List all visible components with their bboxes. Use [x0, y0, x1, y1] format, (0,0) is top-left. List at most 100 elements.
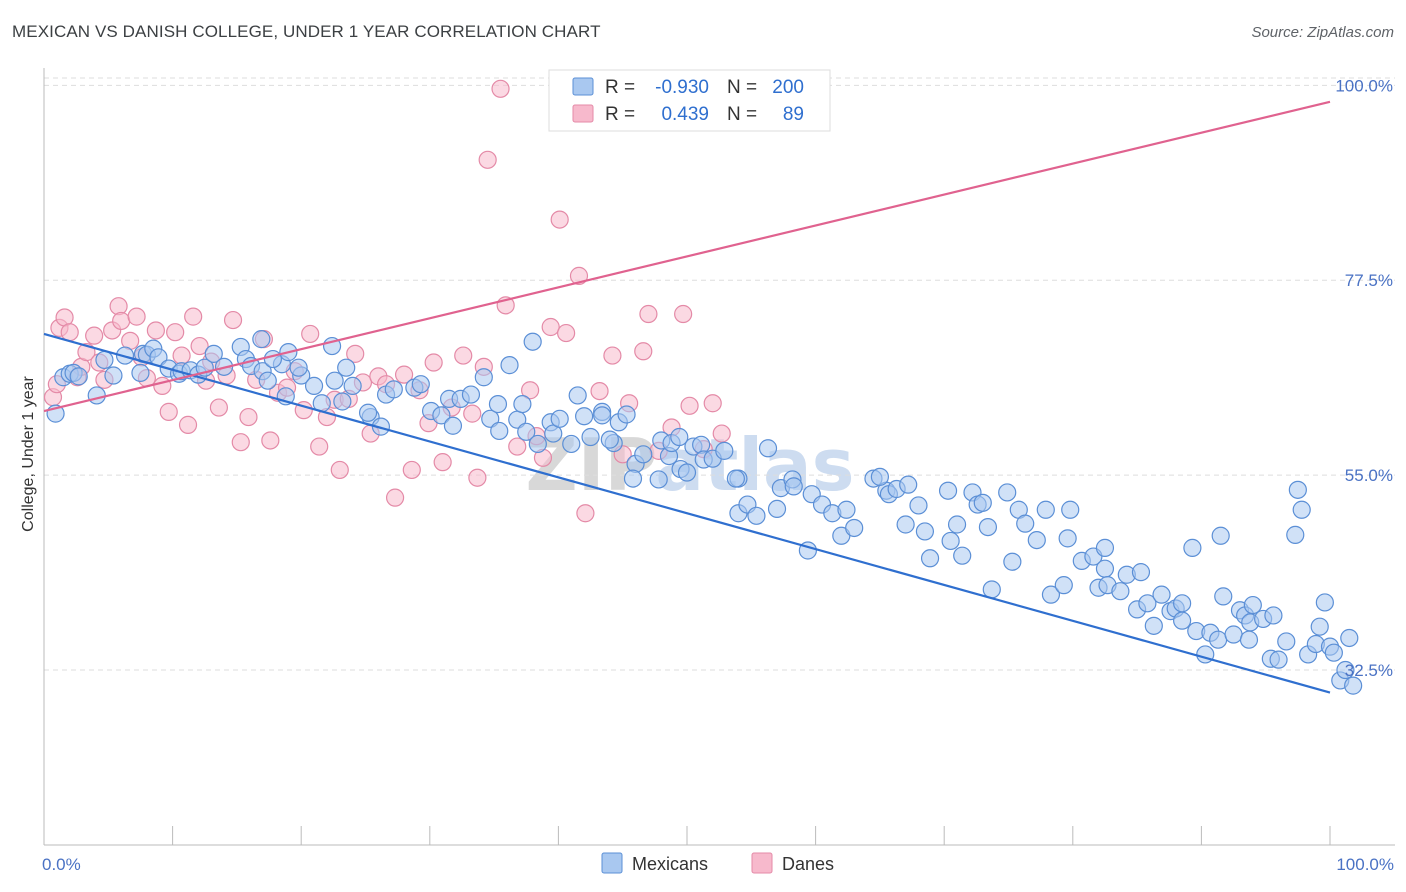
- danes-point: [146, 321, 165, 340]
- danes-point: [239, 407, 258, 427]
- legend-box: R = -0.930 N = 200 R = 0.439 N = 89: [548, 69, 831, 132]
- danes-points: [43, 79, 731, 523]
- mexicans-point: [941, 531, 960, 551]
- mexicans-point: [490, 421, 509, 441]
- danes-point: [603, 346, 622, 365]
- legend-n-value-mexicans: 200: [772, 77, 804, 98]
- danes-point: [550, 210, 569, 229]
- y-tick-labels: 100.0% 77.5% 55.0% 32.5%: [1335, 76, 1393, 680]
- gridlines: [44, 77, 1395, 671]
- mexicans-point: [978, 517, 998, 537]
- mexicans-point: [870, 467, 890, 486]
- mexicans-point: [1144, 616, 1163, 635]
- mexicans-point: [767, 499, 787, 519]
- mexicans-point: [1058, 529, 1077, 548]
- danes-point: [127, 307, 146, 326]
- mexicans-point: [973, 493, 992, 512]
- mexicans-point: [528, 434, 547, 454]
- danes-point: [330, 460, 349, 480]
- mexicans-point: [715, 441, 734, 460]
- mexicans-point: [384, 380, 403, 399]
- mexicans-point: [747, 506, 766, 525]
- mexicans-point: [1173, 611, 1192, 630]
- mexicans-point: [325, 371, 344, 390]
- danes-point: [454, 346, 473, 365]
- mexicans-point: [845, 518, 864, 538]
- danes-point: [463, 404, 482, 423]
- legend-bottom-swatch-danes: [751, 852, 773, 874]
- danes-point: [310, 437, 329, 456]
- legend-r-label-danes: R =: [605, 104, 635, 125]
- mexicans-point: [474, 368, 493, 387]
- mexicans-point: [1214, 587, 1233, 606]
- danes-point: [402, 460, 421, 480]
- danes-point: [508, 437, 527, 456]
- mexicans-point: [1095, 559, 1115, 578]
- danes-point: [521, 381, 540, 400]
- danes-point: [261, 431, 280, 450]
- mexicans-point: [1054, 576, 1073, 595]
- legend-n-label-danes: N =: [727, 104, 757, 125]
- mexicans-point: [600, 430, 619, 449]
- danes-point: [153, 376, 172, 396]
- mexicans-point: [1111, 582, 1130, 601]
- danes-point: [346, 344, 365, 363]
- danes-point: [712, 424, 731, 443]
- mexicans-point: [909, 496, 928, 515]
- mexicans-point: [104, 366, 123, 385]
- mexicans-point: [523, 332, 542, 351]
- mexicans-point: [692, 435, 711, 454]
- y-tick-label: 55.0%: [1345, 466, 1393, 485]
- mexicans-point: [1016, 514, 1035, 533]
- legend-bottom: Mexicans Danes: [601, 852, 834, 874]
- mexicans-point: [500, 356, 519, 375]
- mexicans-point: [1173, 594, 1192, 613]
- legend-n-label-mexicans: N =: [727, 77, 757, 98]
- mexicans-point: [581, 427, 600, 447]
- danes-point: [166, 323, 185, 342]
- danes-trend-line: [43, 100, 1331, 413]
- mexicans-point: [726, 469, 745, 488]
- mexicans-point: [670, 427, 689, 447]
- danes-point: [491, 79, 510, 98]
- mexicans-point: [432, 406, 451, 425]
- danes-point: [634, 342, 653, 361]
- mexicans-point: [947, 515, 967, 534]
- mexicans-point: [784, 477, 803, 496]
- mexicans-point: [837, 500, 856, 519]
- trend-lines: [43, 100, 1331, 694]
- mexicans-point: [131, 363, 150, 383]
- danes-point: [541, 317, 560, 337]
- danes-point: [394, 365, 414, 384]
- mexicans-point: [677, 463, 697, 482]
- source-label: Source: ZipAtlas.com: [1251, 24, 1394, 41]
- mexicans-point: [1315, 593, 1334, 612]
- mexicans-point: [1061, 500, 1080, 519]
- x-tick-label-max: 100.0%: [1336, 855, 1394, 874]
- mexicans-point: [258, 371, 277, 390]
- mexicans-point: [1036, 500, 1055, 519]
- danes-point: [468, 468, 487, 487]
- danes-point: [184, 307, 203, 326]
- danes-point: [385, 488, 405, 507]
- mexicans-point: [998, 483, 1017, 502]
- mexicans-point: [634, 445, 653, 464]
- danes-point: [639, 304, 658, 324]
- legend-bottom-label-danes: Danes: [782, 854, 834, 874]
- mexicans-point: [1041, 585, 1061, 604]
- mexicans-point: [1292, 500, 1311, 519]
- mexicans-point: [617, 405, 636, 424]
- mexicans-point: [517, 422, 536, 441]
- mexicans-point: [343, 376, 362, 396]
- mexicans-point: [95, 350, 114, 370]
- legend-r-label-mexicans: R =: [605, 77, 635, 98]
- legend-n-value-danes: 89: [783, 104, 804, 125]
- mexicans-point: [87, 386, 106, 405]
- mexicans-point: [1264, 606, 1283, 625]
- mexicans-point: [953, 546, 972, 565]
- mexicans-point: [982, 580, 1001, 599]
- mexicans-point: [358, 403, 378, 422]
- mexicans-point: [1344, 676, 1363, 695]
- danes-point: [433, 453, 452, 472]
